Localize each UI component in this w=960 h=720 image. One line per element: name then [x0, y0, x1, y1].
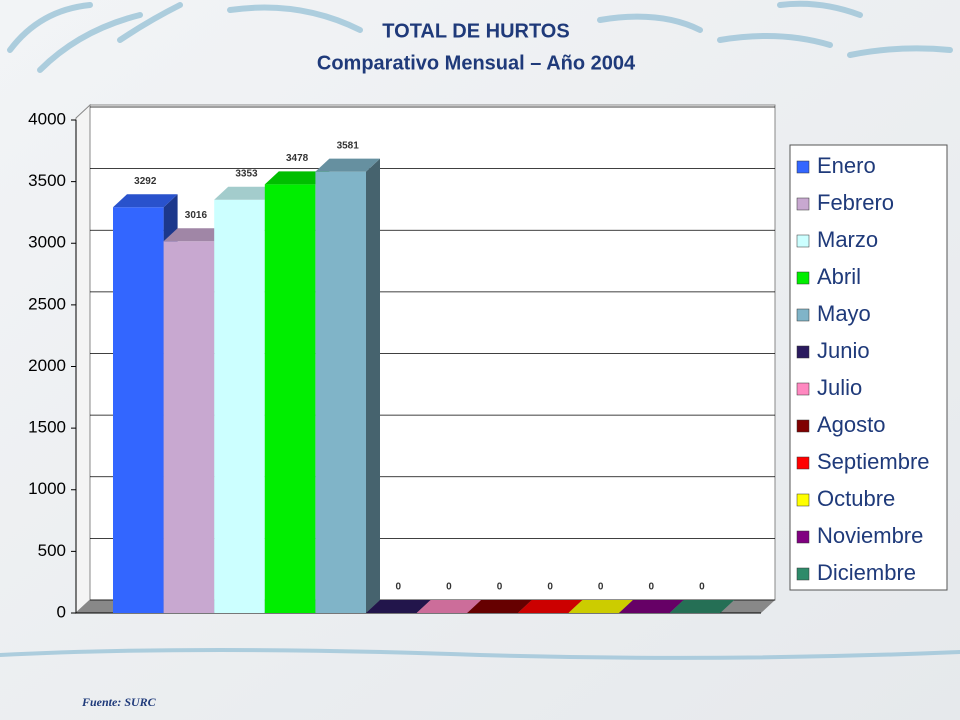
bar-top [619, 600, 684, 613]
value-label: 3016 [185, 210, 208, 221]
value-label: 0 [497, 582, 503, 593]
legend-swatch [796, 234, 810, 248]
legend-swatch [796, 271, 810, 285]
y-tick-label: 1000 [28, 479, 66, 498]
value-label: 0 [598, 582, 604, 593]
bar-top [517, 600, 583, 613]
legend-swatch [796, 308, 810, 322]
source: Fuente: SURC [81, 695, 157, 709]
bar-side [366, 158, 380, 613]
y-tick-label: 1500 [28, 418, 66, 437]
legend-label: Marzo [817, 227, 878, 252]
legend-label: Diciembre [817, 560, 916, 585]
bar-top [214, 186, 279, 200]
bar-top [669, 600, 735, 613]
value-label: 3353 [235, 168, 258, 179]
value-label: 3292 [134, 176, 157, 187]
chart-title: TOTAL DE HURTOS [382, 20, 569, 42]
value-label: 3581 [337, 140, 360, 151]
legend-label: Junio [817, 338, 870, 363]
legend-swatch [796, 197, 810, 211]
bar [113, 207, 164, 614]
bar [264, 184, 316, 614]
legend-label: Noviembre [817, 523, 923, 548]
bar-top [467, 600, 532, 613]
legend-swatch [796, 493, 810, 507]
legend-swatch [796, 419, 810, 433]
y-tick-label: 2000 [28, 356, 66, 375]
value-label: 0 [446, 582, 452, 593]
bar-top [366, 600, 431, 613]
legend-label: Agosto [817, 412, 886, 437]
bar-top [315, 158, 380, 172]
bar-top [113, 194, 178, 208]
bar [315, 171, 366, 613]
legend-label: Febrero [817, 190, 894, 215]
bar [163, 241, 215, 613]
legend [789, 144, 948, 591]
legend-swatch [796, 160, 810, 174]
value-label: 0 [649, 582, 655, 593]
legend-swatch [796, 456, 810, 470]
bar-top [264, 171, 330, 185]
legend-swatch [796, 345, 810, 359]
value-label: 3478 [286, 153, 309, 164]
value-label: 0 [699, 582, 705, 593]
y-tick-label: 0 [57, 602, 66, 621]
y-tick-label: 3500 [28, 171, 66, 190]
chart-subtitle: Comparativo Mensual – Año 2004 [317, 52, 636, 74]
value-label: 0 [547, 582, 553, 593]
decoration [0, 0, 960, 660]
legend-swatch [796, 530, 810, 544]
bar-top [568, 600, 633, 613]
legend-label: Julio [817, 375, 862, 400]
legend-swatch [796, 382, 810, 396]
legend-label: Enero [817, 153, 876, 178]
value-label: 0 [396, 582, 402, 593]
legend-swatch [796, 567, 810, 581]
y-tick-label: 500 [38, 541, 66, 560]
legend-label: Octubre [817, 486, 895, 511]
y-tick-label: 3000 [28, 233, 66, 252]
bar [214, 199, 265, 614]
legend-label: Septiembre [817, 449, 930, 474]
y-tick-label: 2500 [28, 294, 66, 313]
side-wall [75, 103, 91, 615]
bar-top [416, 600, 482, 613]
legend-label: Mayo [817, 301, 871, 326]
bar-top [163, 228, 229, 242]
y-tick-label: 4000 [28, 109, 66, 128]
legend-label: Abril [817, 264, 861, 289]
